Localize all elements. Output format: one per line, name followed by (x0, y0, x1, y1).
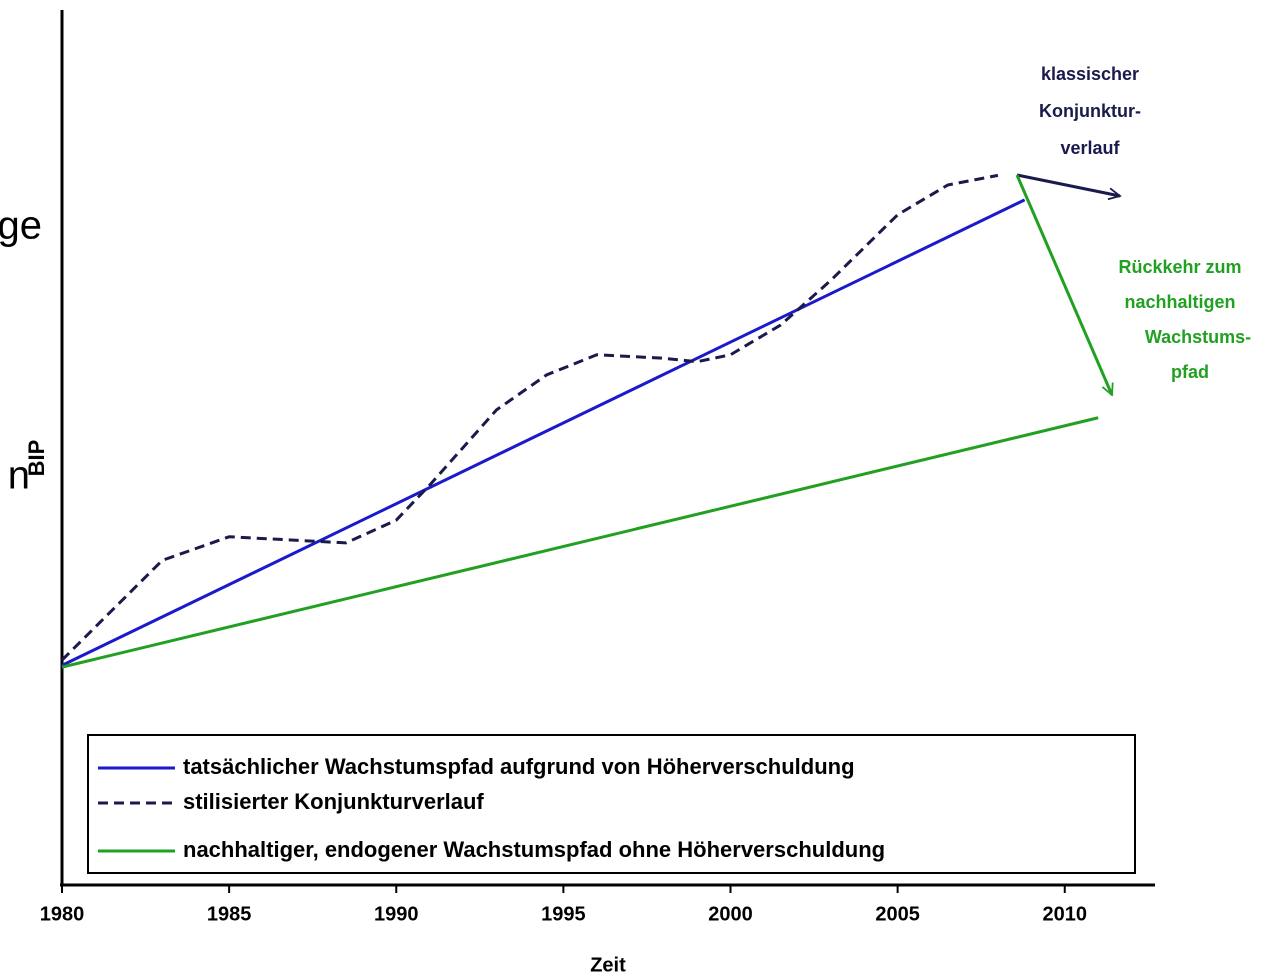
series-line (61, 198, 1026, 667)
annotation: Konjunktur- (1039, 101, 1141, 121)
y-label-fragment: n (8, 454, 30, 498)
x-tick-label: 1995 (541, 903, 586, 925)
legend-label: tatsächlicher Wachstumspfad aufgrund von… (183, 754, 855, 779)
arrow (1015, 174, 1112, 395)
annotation: pfad (1171, 362, 1209, 382)
annotation: Wachstums- (1145, 327, 1251, 347)
y-label-fragment: ge (0, 204, 42, 248)
x-tick-label: 1980 (40, 903, 85, 925)
x-tick-label: 2005 (875, 903, 920, 925)
x-tick-label: 2000 (708, 903, 753, 925)
annotation: Rückkehr zum (1118, 257, 1241, 277)
x-axis-label: Zeit (590, 954, 626, 976)
arrow (1016, 173, 1120, 196)
legend-label: stilisierter Konjunkturverlauf (183, 789, 484, 814)
annotation: verlauf (1060, 138, 1120, 158)
x-tick-label: 1985 (207, 903, 252, 925)
x-tick-label: 1990 (374, 903, 419, 925)
annotation: nachhaltigen (1124, 292, 1235, 312)
series-line (60, 173, 999, 662)
annotation: klassischer (1041, 64, 1139, 84)
legend-box (87, 734, 1136, 874)
legend-label: nachhaltiger, endogener Wachstumspfad oh… (183, 837, 885, 862)
y-label-subscript: BIP (24, 440, 49, 477)
x-tick-label: 2010 (1043, 903, 1088, 925)
series-line (61, 416, 1099, 669)
